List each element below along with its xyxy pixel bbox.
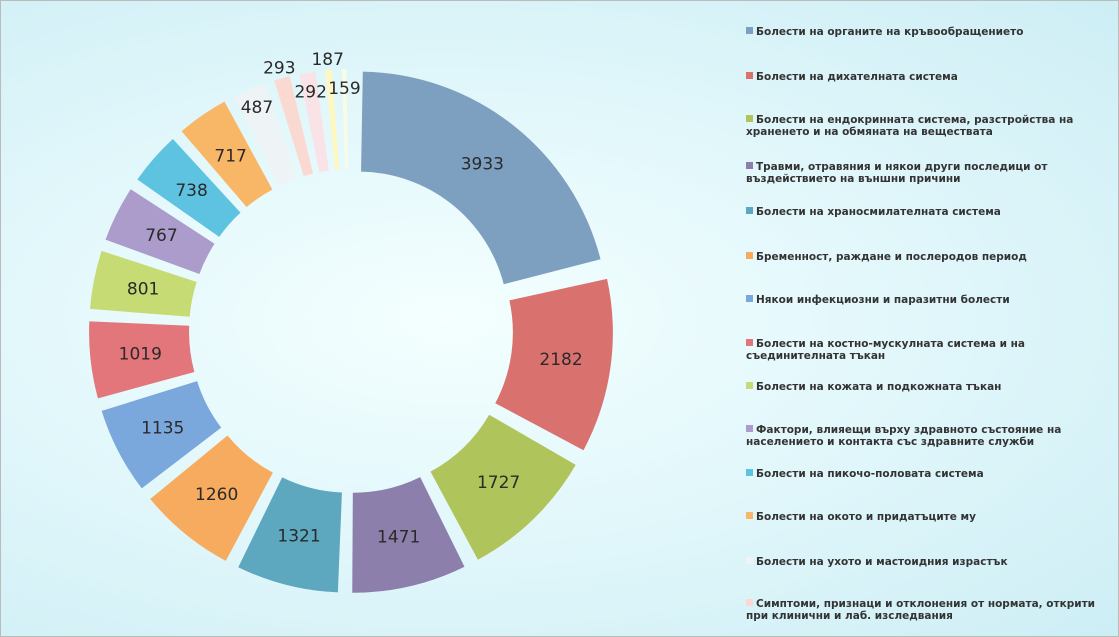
slice-label: 717 bbox=[214, 146, 246, 166]
legend-entry: Болести на дихателната система bbox=[746, 71, 1111, 83]
legend-swatch bbox=[746, 339, 753, 346]
legend-label: Болести на кожата и подкожната тъкан bbox=[756, 381, 1002, 393]
legend-swatch bbox=[746, 72, 753, 79]
donut-slice bbox=[181, 101, 273, 208]
donut-slice bbox=[105, 189, 215, 275]
donut-slice bbox=[238, 477, 342, 593]
donut-slice bbox=[341, 69, 349, 170]
legend-entry: Фактори, влияещи върху здравното състоян… bbox=[746, 424, 1111, 448]
legend-swatch bbox=[746, 512, 753, 519]
legend-swatch bbox=[746, 469, 753, 476]
legend-entry: Болести на органите на кръвообращението bbox=[746, 26, 1111, 38]
slice-label: 2182 bbox=[539, 350, 582, 370]
legend-label: Фактори, влияещи върху здравното състоян… bbox=[746, 424, 1062, 448]
legend-label: Болести на дихателната система bbox=[756, 71, 958, 83]
legend-label: Болести на окото и придатъците му bbox=[756, 511, 976, 523]
legend-entry: Болести на храносмилателната система bbox=[746, 206, 1111, 218]
legend-label: Болести на ендокринната система, разстро… bbox=[746, 114, 1074, 138]
slice-label: 767 bbox=[145, 226, 177, 246]
legend-label: Симптоми, признаци и отклонения от норма… bbox=[746, 598, 1096, 622]
legend-entry: Болести на ендокринната система, разстро… bbox=[746, 114, 1111, 138]
legend-entry: Симптоми, признаци и отклонения от норма… bbox=[746, 598, 1111, 622]
legend-swatch bbox=[746, 557, 753, 564]
legend-entry: Болести на окото и придатъците му bbox=[746, 511, 1111, 523]
legend-entry: Болести на пикочо-половата система bbox=[746, 468, 1111, 480]
donut-slice bbox=[90, 250, 197, 317]
slice-label: 1135 bbox=[141, 418, 184, 438]
donut-slice bbox=[234, 83, 298, 186]
donut-slice bbox=[324, 69, 340, 170]
slice-label: 1260 bbox=[195, 485, 238, 505]
slice-label: 159 bbox=[328, 79, 360, 99]
donut-slice bbox=[299, 71, 329, 173]
legend-entry: Болести на костно-мускулната система и н… bbox=[746, 338, 1111, 362]
legend-entry: Някои инфекциозни и паразитни болести bbox=[746, 294, 1111, 306]
legend-label: Някои инфекциозни и паразитни болести bbox=[756, 294, 1010, 306]
legend-entry: Болести на ухото и мастоидния израстък bbox=[746, 556, 1111, 568]
legend-swatch bbox=[746, 382, 753, 389]
legend-label: Болести на ухото и мастоидния израстък bbox=[756, 556, 1008, 568]
legend-label: Болести на костно-мускулната система и н… bbox=[746, 338, 1025, 362]
slice-label: 292 bbox=[294, 82, 326, 102]
donut-slice bbox=[274, 76, 314, 177]
legend-swatch bbox=[746, 425, 753, 432]
legend-label: Болести на храносмилателната система bbox=[756, 206, 1001, 218]
slice-label: 293 bbox=[263, 59, 295, 79]
legend-label: Бременност, раждане и послеродов период bbox=[756, 251, 1027, 263]
donut-slice bbox=[137, 138, 241, 237]
legend-swatch bbox=[746, 295, 753, 302]
slice-label: 1321 bbox=[277, 527, 320, 547]
slice-label: 1727 bbox=[477, 473, 520, 493]
slice-label: 487 bbox=[241, 98, 273, 118]
donut-slice bbox=[430, 414, 576, 560]
donut-slice bbox=[89, 321, 195, 399]
slice-label: 187 bbox=[311, 50, 343, 70]
legend-swatch bbox=[746, 207, 753, 214]
donut-slice bbox=[495, 278, 613, 451]
legend-entry: Бременност, раждане и послеродов период bbox=[746, 251, 1111, 263]
legend-label: Болести на пикочо-половата система bbox=[756, 468, 984, 480]
donut-slice bbox=[352, 477, 465, 593]
legend-label: Болести на органите на кръвообращението bbox=[756, 26, 1024, 38]
slice-label: 3933 bbox=[461, 155, 504, 175]
donut-slice bbox=[361, 71, 601, 285]
donut-slice bbox=[101, 381, 222, 489]
legend-swatch bbox=[746, 599, 753, 606]
legend-label: Травми, отравяния и някои други последиц… bbox=[746, 161, 1048, 185]
legend-swatch bbox=[746, 115, 753, 122]
slice-label: 1471 bbox=[377, 528, 420, 548]
slice-label: 738 bbox=[175, 181, 207, 201]
slice-label: 801 bbox=[127, 279, 159, 299]
legend-swatch bbox=[746, 162, 753, 169]
donut-slice bbox=[150, 435, 273, 561]
slice-label: 1019 bbox=[119, 345, 162, 365]
legend-entry: Травми, отравяния и някои други последиц… bbox=[746, 161, 1111, 185]
legend-entry: Болести на кожата и подкожната тъкан bbox=[746, 381, 1111, 393]
legend-swatch bbox=[746, 27, 753, 34]
legend-swatch bbox=[746, 252, 753, 259]
